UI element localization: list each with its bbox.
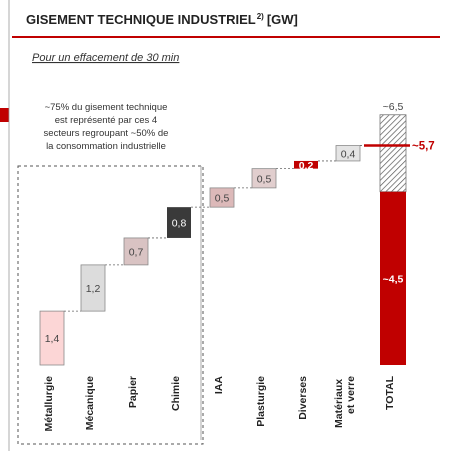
title-main: GISEMENT TECHNIQUE INDUSTRIEL: [26, 12, 256, 27]
annotation-line: secteurs regroupant ~50% de: [44, 128, 169, 139]
category-line: Matériaux: [333, 376, 345, 428]
side-marker: [0, 108, 9, 122]
category-line: et verre: [345, 376, 357, 414]
total-label: ~4,5: [383, 273, 404, 285]
total-bar: [380, 191, 406, 365]
total-bar-range: [379, 114, 407, 193]
annotation-line: est représenté par ces 4: [55, 115, 157, 126]
value-label: 0,5: [257, 173, 272, 185]
category-label: Mécanique: [84, 376, 96, 430]
bar: [251, 168, 277, 189]
subtitle: Pour un effacement de 30 min: [32, 52, 179, 64]
category-label: Plasturgie: [255, 376, 267, 427]
category-label: Matériaux et verre: [333, 376, 357, 428]
value-label: 0,5: [215, 193, 230, 205]
category-label: Papier: [127, 376, 139, 408]
bar: [39, 310, 65, 366]
category-label: Métallurgie: [43, 376, 55, 432]
annotation-line: ~75% du gisement technique: [45, 102, 168, 113]
category-label: IAA: [213, 376, 225, 395]
bar: [123, 237, 149, 266]
category-label: Chimie: [170, 376, 182, 411]
bar: [294, 160, 318, 169]
bar: [209, 187, 235, 208]
total-marker-label: ~5,7: [412, 141, 435, 153]
category-label: TOTAL: [384, 375, 396, 410]
value-label: 0,8: [172, 218, 187, 230]
category-label: Diverses: [297, 376, 309, 420]
title-note: 2): [257, 12, 264, 21]
bar: [80, 264, 106, 312]
title-unit: [GW]: [267, 12, 298, 27]
value-label: 1,2: [86, 283, 101, 295]
value-label: 0,2: [299, 160, 314, 172]
annotation-line: la consommation industrielle: [46, 141, 166, 152]
value-label: 0,7: [129, 246, 144, 258]
value-label: 0,4: [341, 148, 356, 160]
chart-title: GISEMENT TECHNIQUE INDUSTRIEL2) [GW]: [26, 12, 298, 27]
group-box: [17, 165, 204, 445]
value-label: 1,4: [45, 333, 60, 345]
total-high-label: ~6,5: [383, 101, 404, 113]
bar: [335, 145, 361, 162]
bar: [167, 207, 191, 238]
